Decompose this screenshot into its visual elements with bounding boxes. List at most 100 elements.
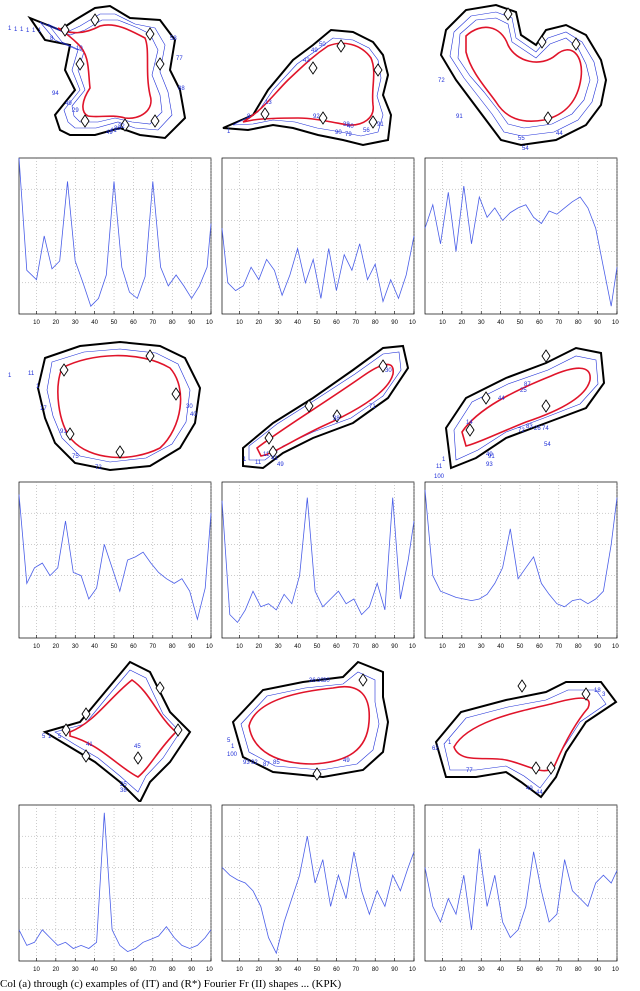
x-tick-label: 40 [91, 967, 98, 973]
inner-contour [457, 17, 591, 129]
x-tick-label: 50 [314, 967, 321, 973]
landmark-number: 50 [319, 42, 326, 48]
x-tick-label: 90 [594, 644, 601, 650]
x-tick-label: 30 [275, 967, 282, 973]
landmark-number: 93 [243, 760, 250, 766]
series-line [18, 812, 212, 953]
x-tick-label: 30 [275, 644, 282, 650]
x-tick-label: 70 [352, 644, 359, 650]
diamond-marker [155, 57, 165, 71]
x-tick-label: 90 [391, 644, 398, 650]
x-tick-label: 90 [188, 644, 195, 650]
x-tick-label: 90 [594, 320, 601, 326]
series-line [221, 497, 415, 624]
plot-frame [221, 804, 415, 962]
x-tick-label: 70 [352, 320, 359, 326]
landmark-number: 72 [95, 465, 102, 471]
diamond-marker [503, 7, 513, 21]
landmark-number: 1 [442, 457, 446, 463]
landmark-number: 30 [186, 404, 193, 410]
diamond-marker [308, 61, 318, 75]
x-tick-label: 70 [555, 644, 562, 650]
landmark-number: 91 [488, 454, 495, 460]
diamond-marker [312, 767, 322, 781]
landmark-number: 91 [377, 122, 384, 128]
x-tick-label: 70 [149, 967, 156, 973]
landmark-number: 40 [347, 124, 354, 130]
plot-frame [18, 804, 212, 962]
x-tick-label: 50 [314, 644, 321, 650]
landmark-number: 13 [265, 100, 272, 106]
diamond-marker [171, 387, 181, 401]
landmark-number: 49 [486, 452, 493, 458]
x-tick-label: 10 [236, 644, 243, 650]
x-tick-label: 40 [497, 644, 504, 650]
x-tick-label: 30 [478, 644, 485, 650]
landmark-number: 58 [170, 36, 177, 42]
outer-contour [42, 660, 192, 802]
landmark-number: 49 [311, 48, 318, 54]
x-tick-label: 20 [53, 967, 60, 973]
landmark-number: 100 [434, 474, 445, 478]
plot-frame [221, 157, 415, 315]
landmark-number: 79 [345, 132, 352, 138]
line-plot-r1c2: 10 20 30 40 50 60 70 80 90 100 [221, 157, 416, 326]
diamond-marker [115, 445, 125, 459]
diamond-marker [120, 118, 130, 132]
diamond-marker [465, 423, 475, 437]
x-tick-label: 20 [256, 967, 263, 973]
mean-shape [255, 363, 394, 457]
plot-frame [424, 481, 618, 639]
landmark-number: 1 [20, 27, 24, 33]
landmark-number: 36 [309, 678, 316, 684]
plot-frame [424, 804, 618, 962]
landmark-number: 1 [8, 373, 12, 379]
landmark-number: 11 [436, 464, 443, 470]
x-tick-label: 90 [391, 320, 398, 326]
landmark-number: 10 [76, 46, 83, 52]
landmark-number: 55 [518, 136, 525, 142]
x-tick-label: 100 [409, 320, 416, 326]
mean-shape [57, 24, 152, 120]
landmark-number: 1 [26, 28, 30, 34]
landmark-number: 83 [526, 424, 533, 430]
landmark-number: 92 [313, 114, 320, 120]
x-tick-label: 100 [409, 967, 416, 973]
landmark-number: 30 [323, 678, 330, 684]
x-tick-label: 80 [372, 644, 379, 650]
landmark-number: 77 [466, 768, 473, 774]
outer-contour [36, 340, 202, 472]
landmark-number: 32 [118, 124, 125, 130]
outer-contour [434, 681, 618, 799]
x-tick-label: 10 [236, 320, 243, 326]
landmark-number: 92 [251, 760, 258, 766]
diamond-marker [541, 349, 551, 363]
inner-contour [449, 11, 599, 137]
landmark-number: 49 [526, 786, 533, 792]
x-tick-label: 70 [555, 967, 562, 973]
diamond-marker [145, 27, 155, 41]
inner-contour [453, 355, 599, 461]
figure-caption: Col (a) through (c) examples of (IT) and… [0, 978, 342, 990]
x-tick-label: 100 [612, 320, 619, 326]
landmark-number: 91 [60, 429, 67, 435]
x-tick-label: 100 [206, 967, 213, 973]
x-tick-label: 20 [459, 644, 466, 650]
x-tick-label: 60 [536, 644, 543, 650]
landmark-number: 91 [456, 114, 463, 120]
x-tick-label: 50 [111, 967, 118, 973]
landmark-number: 44 [498, 396, 505, 402]
line-plot-r3c2: 10 20 30 40 50 60 70 80 90 100 [221, 804, 416, 973]
landmark-number: 25 [520, 388, 527, 394]
diamond-marker [537, 35, 547, 49]
x-tick-label: 20 [53, 320, 60, 326]
mean-shape [453, 697, 590, 772]
x-tick-label: 60 [333, 644, 340, 650]
diamond-marker [59, 363, 69, 377]
landmark-number: 87 [263, 762, 270, 768]
landmark-number: 26 [534, 426, 541, 432]
